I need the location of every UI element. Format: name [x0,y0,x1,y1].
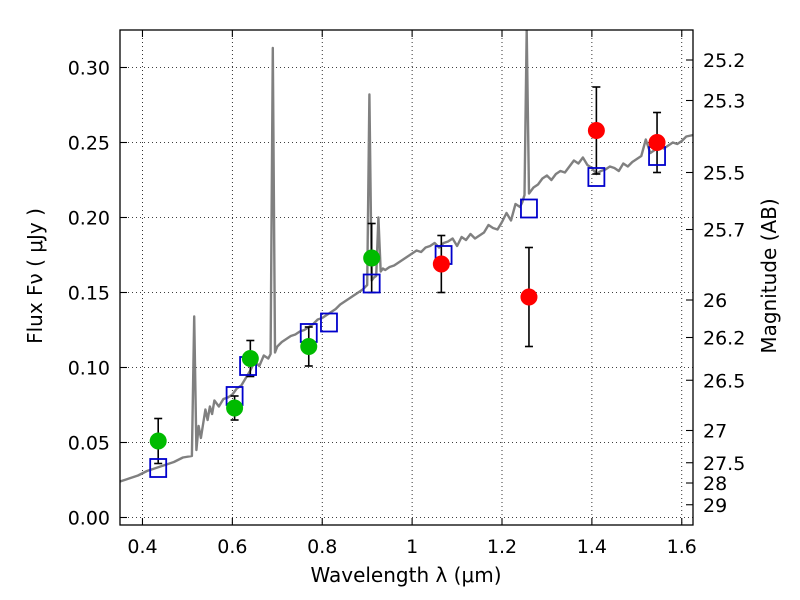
right-tick-label-3: 25.7 [703,220,745,242]
grid-lines [120,30,693,525]
model-spectrum [120,30,693,483]
y-tick-label-6: 0.30 [68,58,110,80]
x-tick-labels: 0.4 0.6 0.8 1 1.2 1.4 1.6 [127,536,697,558]
model-photometry-points [149,146,666,478]
right-tick-label-10: 29 [703,495,727,517]
model-point-5 [362,273,381,294]
model-point-0 [149,458,168,478]
x-tick-label-2: 0.8 [307,536,337,558]
y-axis-label: Flux Fν ( μJy ) [23,208,47,344]
model-point-8 [587,167,606,187]
observed-point-1-0 [432,255,450,273]
tick-marks [120,30,693,525]
observed-point-1-3 [648,134,666,151]
right-tick-label-2: 25.5 [703,163,745,185]
y-tick-label-4: 0.20 [68,208,110,230]
observed-point-0-0 [149,432,167,450]
right-tick-label-1: 25.3 [703,91,745,113]
right-tick-label-8: 27.5 [703,453,745,475]
observed-point-0-4 [363,249,381,267]
model-point-7 [520,198,538,219]
right-tick-label-4: 26 [703,290,727,312]
right-tick-label-6: 26.5 [703,370,745,392]
y-tick-label-5: 0.25 [68,133,110,155]
model-point-4 [320,312,338,333]
x-tick-label-5: 1.4 [577,536,607,558]
x-tick-label-3: 1 [406,536,418,558]
spectrum-line [120,30,693,483]
observed-point-0-1 [226,399,244,417]
x-tick-label-4: 1.2 [487,536,517,558]
x-tick-label-0: 0.4 [127,536,157,558]
observed-point-0-3 [300,338,318,355]
right-tick-label-7: 27 [703,421,727,443]
right-axis-label: Magnitude (AB) [757,198,781,353]
observed-photometry-points [149,122,666,450]
y-tick-label-1: 0.05 [68,433,110,455]
error-bars [154,86,662,465]
observed-point-1-1 [520,288,538,306]
x-axis-label: Wavelength λ (μm) [310,563,501,587]
y-tick-labels: 0.00 0.05 0.10 0.15 0.20 0.25 0.30 [68,58,110,530]
y-tick-label-2: 0.10 [68,358,110,380]
right-tick-label-5: 26.2 [703,328,745,350]
right-tick-label-9: 28 [703,473,727,495]
right-tick-label-0: 25.2 [703,50,745,72]
y-tick-label-0: 0.00 [68,508,110,530]
plot-frame [119,29,694,526]
observed-point-0-2 [241,350,259,367]
x-tick-label-6: 1.6 [667,536,697,558]
observed-point-1-2 [587,122,605,139]
plot-border [119,29,694,526]
y-tick-label-3: 0.15 [68,283,110,305]
x-tick-label-1: 0.6 [217,536,247,558]
